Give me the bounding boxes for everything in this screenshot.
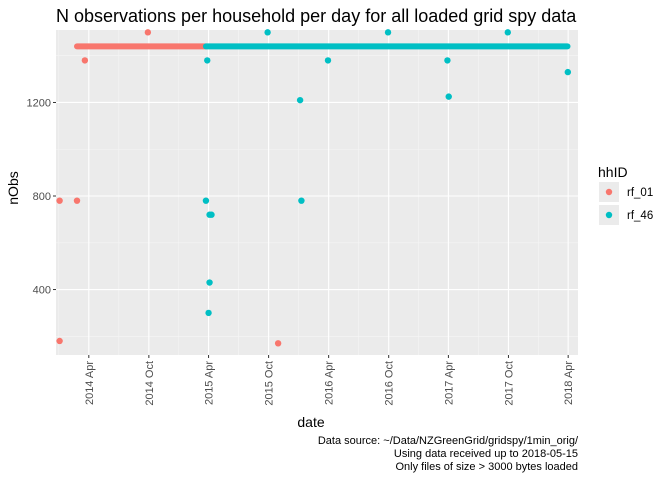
point-rf_46 bbox=[564, 68, 572, 76]
caption-line-filesize: Only files of size > 3000 bytes loaded bbox=[395, 461, 578, 473]
point-rf_01 bbox=[144, 29, 152, 36]
legend-marker-rf_01 bbox=[605, 188, 613, 196]
point-rf_46 bbox=[444, 57, 451, 64]
x-tick-label: 2018 Apr bbox=[563, 361, 575, 405]
legend-title: hhID bbox=[598, 164, 628, 180]
x-tick-label: 2015 Apr bbox=[204, 361, 216, 405]
x-tick-label: 2017 Oct bbox=[503, 361, 515, 406]
major-gridlines bbox=[56, 30, 578, 355]
point-rf_01 bbox=[73, 197, 81, 204]
point-rf_46 bbox=[296, 96, 304, 104]
point-rf_46 bbox=[384, 29, 392, 36]
caption: Data source: ~/Data/NZGreenGrid/gridspy/… bbox=[318, 435, 579, 473]
point-rf_46 bbox=[264, 29, 271, 36]
y-tick-label: 400 bbox=[33, 285, 51, 297]
chart-title: N observations per household per day for… bbox=[56, 6, 577, 26]
x-tick-label: 2015 Oct bbox=[264, 361, 276, 406]
point-rf_46 bbox=[208, 211, 215, 218]
point-rf_46 bbox=[205, 309, 212, 317]
caption-line-source: Data source: ~/Data/NZGreenGrid/gridspy/… bbox=[318, 435, 579, 447]
legend: hhID rf_01 rf_46 bbox=[598, 164, 653, 225]
point-rf_46 bbox=[445, 93, 452, 100]
data-points bbox=[56, 29, 572, 347]
x-tick-label: 2014 Apr bbox=[84, 361, 96, 405]
caption-line-received: Using data received up to 2018-05-15 bbox=[394, 448, 578, 460]
point-rf_46 bbox=[202, 197, 210, 204]
point-rf_01 bbox=[56, 197, 63, 204]
point-rf_01 bbox=[56, 337, 63, 345]
y-axis-title: nObs bbox=[5, 171, 21, 204]
point-rf_46 bbox=[504, 29, 511, 36]
point-rf_46 bbox=[204, 57, 211, 64]
minor-gridlines bbox=[56, 30, 578, 355]
x-axis-ticks: 2014 Apr 2014 Oct 2015 Apr 2015 Oct 2016 Apr… bbox=[84, 355, 575, 406]
legend-label-rf_01: rf_01 bbox=[627, 187, 653, 199]
x-tick-label: 2016 Oct bbox=[384, 361, 396, 406]
point-rf_46 bbox=[298, 197, 305, 204]
plot-panel bbox=[56, 30, 578, 355]
point-rf_46 bbox=[324, 57, 332, 64]
x-tick-label: 2017 Apr bbox=[443, 361, 455, 405]
y-axis-ticks: 400 800 1200 bbox=[27, 97, 56, 297]
point-rf_01 bbox=[81, 57, 89, 64]
legend-label-rf_46: rf_46 bbox=[627, 210, 653, 222]
x-axis-title: date bbox=[297, 414, 324, 430]
y-tick-label: 800 bbox=[33, 191, 51, 203]
legend-marker-rf_46 bbox=[605, 211, 613, 219]
point-rf_46 bbox=[206, 279, 213, 286]
x-tick-label: 2014 Oct bbox=[144, 361, 156, 406]
y-tick-label: 1200 bbox=[27, 97, 51, 109]
point-rf_01 bbox=[274, 340, 282, 347]
x-tick-label: 2016 Apr bbox=[324, 361, 336, 405]
